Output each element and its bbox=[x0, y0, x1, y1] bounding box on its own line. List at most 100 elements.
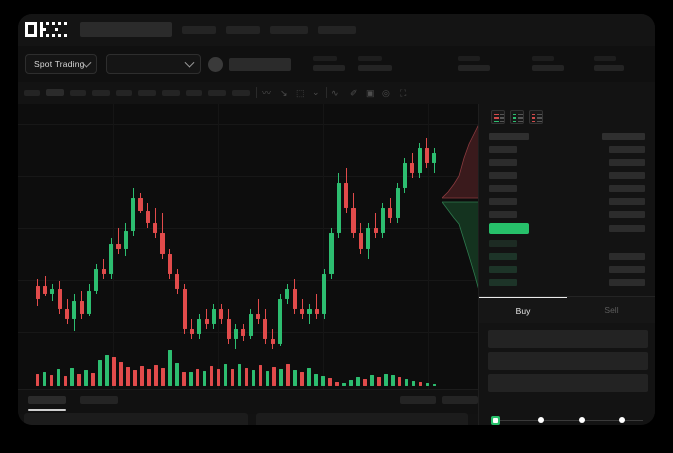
order-stepper bbox=[491, 415, 646, 425]
volume-bar bbox=[286, 364, 291, 386]
orderbook-ask-row[interactable] bbox=[489, 185, 517, 192]
interval-7[interactable] bbox=[162, 90, 180, 96]
volume-bar bbox=[300, 372, 304, 386]
candle bbox=[248, 104, 253, 389]
fullscreen-icon[interactable]: ⛶ bbox=[400, 88, 407, 98]
interval-4[interactable] bbox=[92, 90, 110, 96]
volume-bar bbox=[383, 373, 388, 386]
stepper-step-3[interactable] bbox=[579, 417, 585, 423]
candle bbox=[233, 104, 239, 389]
chart-action-1[interactable] bbox=[400, 396, 436, 404]
chart-tab-2[interactable] bbox=[80, 396, 118, 404]
volume-bar bbox=[397, 377, 402, 386]
nav-item-3[interactable] bbox=[270, 26, 308, 34]
volume-bar bbox=[279, 369, 284, 386]
candle bbox=[94, 104, 99, 389]
interval-9[interactable] bbox=[208, 90, 226, 96]
candle-body bbox=[424, 148, 430, 164]
order-amount-field[interactable] bbox=[488, 352, 648, 370]
orderbook-last-price[interactable] bbox=[489, 223, 529, 234]
interval-8[interactable] bbox=[186, 90, 202, 96]
candle bbox=[109, 104, 114, 389]
orderbook-bid-row[interactable] bbox=[489, 266, 517, 273]
interval-2[interactable] bbox=[46, 89, 64, 96]
volume-bar bbox=[293, 370, 297, 386]
stat-high-label bbox=[358, 56, 382, 61]
camera-icon[interactable]: ▣ bbox=[366, 88, 375, 98]
candle bbox=[50, 104, 55, 389]
okx-logo-icon[interactable] bbox=[25, 22, 67, 37]
orderbook-ask-row[interactable] bbox=[489, 172, 517, 179]
orderbook-bid-row[interactable] bbox=[489, 240, 517, 247]
candle-body bbox=[322, 273, 327, 314]
stepper-step-4[interactable] bbox=[619, 417, 625, 423]
orderbook-view-both-icon[interactable] bbox=[491, 110, 505, 124]
magnet-icon[interactable]: ✐ bbox=[350, 88, 358, 98]
candle bbox=[395, 104, 400, 389]
orderbook-ask-size bbox=[609, 172, 645, 179]
interval-5[interactable] bbox=[116, 90, 132, 96]
orderbook-ask-row[interactable] bbox=[489, 211, 517, 218]
tab-buy[interactable]: Buy bbox=[479, 297, 567, 324]
stepper-step-2[interactable] bbox=[538, 417, 544, 423]
nav-item-1[interactable] bbox=[182, 26, 216, 34]
orderbook-bid-size bbox=[609, 266, 645, 273]
candle bbox=[64, 104, 70, 389]
interval-10[interactable] bbox=[232, 90, 250, 96]
volume-bar bbox=[265, 370, 270, 386]
candle-wick bbox=[117, 228, 119, 254]
orderbook-ask-row[interactable] bbox=[489, 146, 517, 153]
candle-body bbox=[87, 291, 92, 314]
order-price-field[interactable] bbox=[488, 330, 648, 348]
candle bbox=[344, 104, 349, 389]
chart-action-2[interactable] bbox=[442, 396, 478, 404]
chevron-down-icon[interactable]: ⌄ bbox=[312, 87, 320, 97]
candle bbox=[270, 104, 275, 389]
bottom-panel-open-orders[interactable] bbox=[24, 413, 248, 425]
candle-body bbox=[94, 268, 99, 292]
mode-dropdown[interactable]: Spot Trading bbox=[25, 54, 97, 74]
volume-bar bbox=[356, 377, 360, 386]
candle-body bbox=[410, 163, 415, 174]
search-input[interactable] bbox=[80, 22, 172, 37]
pair-dropdown[interactable] bbox=[106, 54, 201, 74]
candle bbox=[241, 104, 246, 389]
candle bbox=[167, 104, 172, 389]
interval-3[interactable] bbox=[70, 90, 86, 96]
candle-body bbox=[255, 313, 261, 319]
candle-body bbox=[388, 208, 393, 219]
stat-volume-quote-label bbox=[594, 56, 616, 61]
stat-volume-base-value bbox=[532, 65, 564, 71]
nav-item-2[interactable] bbox=[226, 26, 260, 34]
stepper-step-1[interactable] bbox=[491, 415, 500, 425]
trend-line-icon[interactable]: ↘ bbox=[280, 88, 288, 98]
orderbook-ask-row[interactable] bbox=[489, 198, 517, 205]
candle-body bbox=[57, 288, 62, 309]
orderbook-view-asks-icon[interactable] bbox=[529, 110, 543, 124]
indicator-icon[interactable]: 〰 bbox=[262, 88, 272, 98]
candle bbox=[300, 104, 305, 389]
candle-body bbox=[314, 308, 319, 314]
interval-6[interactable] bbox=[138, 90, 156, 96]
volume-bar bbox=[77, 373, 82, 386]
settings-icon[interactable]: ◎ bbox=[382, 88, 390, 98]
candle bbox=[417, 104, 422, 389]
order-total-field[interactable] bbox=[488, 374, 648, 392]
candlestick-chart[interactable] bbox=[18, 104, 478, 389]
chart-toolbar: 〰 ↘ ⬚ ⌄ ∿ ✐ ▣ ◎ ⛶ bbox=[18, 82, 655, 105]
volume-bar bbox=[411, 380, 416, 386]
text-tool-icon[interactable]: ⬚ bbox=[296, 88, 305, 98]
orderbook-bid-row[interactable] bbox=[489, 253, 517, 260]
bottom-panel-positions[interactable] bbox=[256, 413, 468, 425]
chart-tab-active[interactable] bbox=[28, 396, 66, 404]
interval-1[interactable] bbox=[24, 90, 40, 96]
candle bbox=[255, 104, 261, 389]
orderbook-ask-row[interactable] bbox=[489, 159, 517, 166]
candle bbox=[263, 104, 268, 389]
volume-bar bbox=[370, 375, 374, 386]
wave-chart-icon[interactable]: ∿ bbox=[331, 88, 339, 98]
orderbook-bid-row[interactable] bbox=[489, 279, 517, 286]
orderbook-view-bids-icon[interactable] bbox=[510, 110, 524, 124]
tab-sell[interactable]: Sell bbox=[604, 305, 619, 315]
nav-item-4[interactable] bbox=[318, 26, 356, 34]
